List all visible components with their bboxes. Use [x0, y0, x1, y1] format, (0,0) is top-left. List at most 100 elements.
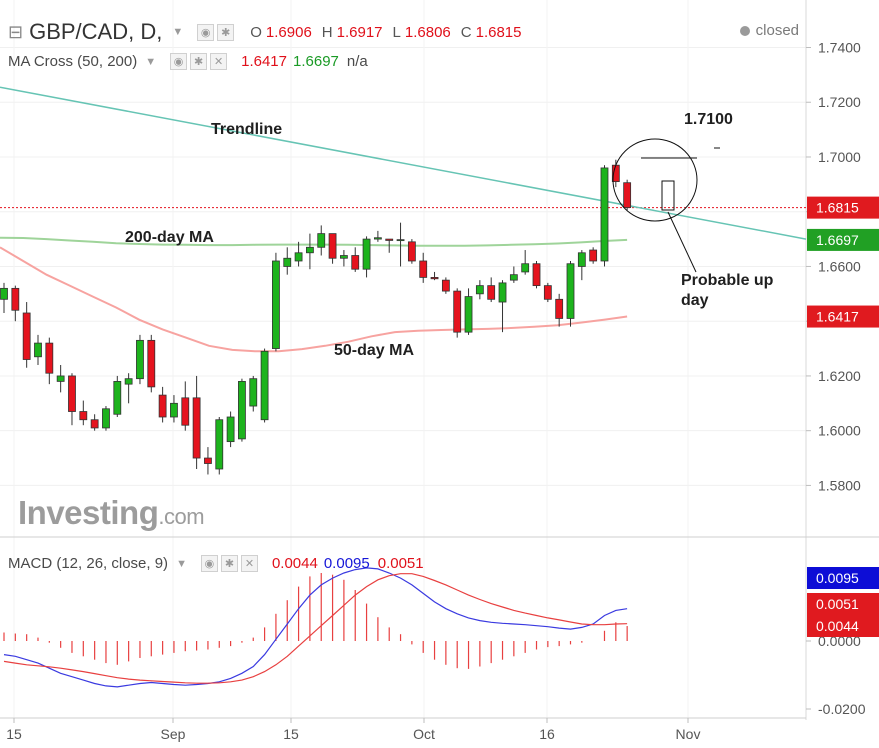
- level-label: 1.7100: [684, 111, 733, 128]
- price-ma50-badge-label: 1.6417: [816, 309, 859, 325]
- macd-hist-value: 0.0044: [271, 555, 318, 572]
- gear-icon[interactable]: ✱: [217, 23, 235, 41]
- status-text: closed: [755, 22, 799, 39]
- macd-legend-title[interactable]: MACD (12, 26, close, 9): [8, 555, 169, 572]
- macd-signal-value: 0.0051: [377, 555, 424, 572]
- macd-line-value: 0.0095: [323, 555, 370, 572]
- ma-legend-title[interactable]: MA Cross (50, 200): [8, 53, 138, 70]
- probable-up-day-label-line2: day: [681, 292, 709, 309]
- candle-body: [294, 252, 303, 262]
- open-label: O: [250, 23, 262, 41]
- low-label: L: [392, 23, 401, 41]
- candle-body: [555, 298, 564, 319]
- candle-body: [215, 419, 224, 470]
- open-value: 1.6906: [265, 23, 312, 41]
- candle-body: [102, 408, 110, 429]
- ma50-value: 1.6417: [241, 53, 287, 70]
- gear-icon[interactable]: ✱: [220, 555, 238, 572]
- gear-icon[interactable]: ✱: [190, 53, 208, 70]
- close-icon[interactable]: ✕: [240, 555, 258, 572]
- symbol-title[interactable]: GBP/CAD, D,: [29, 19, 163, 44]
- symbol-legend: ⊟ GBP/CAD, D, ▼ ◉ ✱ O 1.6906 H 1.6917 L …: [8, 19, 532, 45]
- candle-body: [543, 285, 552, 300]
- price-tick-label: 1.7400: [818, 40, 861, 56]
- probable-up-day-pointer: [667, 211, 697, 273]
- high-value: 1.6917: [336, 23, 383, 41]
- candle-body: [45, 342, 54, 374]
- macd-histogram-badge-label: 0.0044: [816, 618, 859, 634]
- high-label: H: [321, 23, 333, 41]
- chevron-down-icon[interactable]: ▼: [172, 26, 184, 38]
- close-label: C: [460, 23, 472, 41]
- candle-body: [317, 233, 326, 248]
- ma-third-value: n/a: [346, 53, 368, 70]
- candle-body: [192, 397, 201, 459]
- candle-body: [362, 238, 371, 270]
- candle-body: [396, 239, 405, 242]
- candle-body: [441, 279, 450, 292]
- candle-body: [385, 238, 394, 241]
- time-tick-label: 15: [6, 726, 22, 742]
- candle-body: [170, 402, 178, 418]
- candle-body: [306, 246, 314, 254]
- candle-body: [68, 375, 76, 412]
- time-tick-label: 15: [283, 726, 299, 742]
- price-tick-label: 1.6000: [818, 423, 861, 439]
- macd-signal-badge-label: 0.0051: [816, 596, 859, 612]
- macd-macd-badge-label: 0.0095: [816, 570, 859, 586]
- candle-body: [623, 182, 632, 209]
- price-pane: [0, 86, 807, 475]
- price-tick-label: 1.7000: [818, 149, 861, 165]
- signal-line: [3, 573, 628, 684]
- time-tick-label: Nov: [676, 726, 701, 742]
- candle-body: [249, 378, 258, 407]
- price-tick-label: 1.6200: [818, 368, 861, 384]
- ma200-label: 200-day MA: [125, 229, 214, 246]
- candle-body: [113, 381, 122, 415]
- time-axis: 15 Sep 15 Oct 16 Nov: [6, 718, 700, 742]
- macd-histogram-badge: [807, 615, 879, 637]
- candle-body: [136, 339, 144, 380]
- candle-body: [351, 255, 360, 270]
- candle-body: [56, 375, 65, 382]
- annotation-shapes: [612, 138, 720, 273]
- candle-body: [79, 411, 88, 421]
- eye-icon[interactable]: ◉: [170, 53, 188, 70]
- candle-body: [124, 378, 133, 385]
- price-ma50-badge: [807, 305, 879, 328]
- price-tick-label: 1.7200: [818, 94, 861, 110]
- candle-body: [577, 252, 586, 267]
- low-value: 1.6806: [404, 23, 451, 41]
- time-tick-label: 16: [539, 726, 555, 742]
- status-dot-icon: [739, 25, 750, 36]
- trendline-label: Trendline: [211, 121, 283, 138]
- probable-up-day-box: [661, 180, 675, 211]
- macd-line: [3, 567, 628, 688]
- candle-body: [226, 416, 235, 443]
- candle-body: [498, 282, 507, 303]
- price-tick-label: 1.5800: [818, 477, 861, 493]
- eye-icon[interactable]: ◉: [197, 23, 215, 41]
- macd-macd-badge: [807, 567, 879, 589]
- price-ma200-badge-label: 1.6697: [816, 232, 859, 248]
- chevron-down-icon[interactable]: ▼: [145, 55, 157, 68]
- price-tick-label: 1.6600: [818, 258, 861, 274]
- candle-body: [407, 241, 416, 262]
- candle-body: [181, 397, 190, 426]
- candle-body: [419, 260, 428, 278]
- candle-body: [509, 274, 518, 281]
- candle-body: [272, 260, 280, 349]
- macd-pane: [3, 567, 628, 688]
- candle-body: [238, 381, 246, 440]
- price-close-badge: [807, 196, 879, 219]
- chevron-down-icon[interactable]: ▼: [176, 557, 187, 570]
- macd-legend: MACD (12, 26, close, 9) ▼ ◉ ✱ ✕ 0.0044 0…: [8, 555, 434, 572]
- highlight-circle: [612, 138, 698, 222]
- collapse-icon[interactable]: ⊟: [8, 21, 24, 42]
- candle-body: [532, 263, 541, 287]
- candle-body: [589, 249, 598, 262]
- candle-body: [328, 233, 337, 259]
- eye-icon[interactable]: ◉: [200, 555, 218, 572]
- logo-brand: Investing: [18, 494, 159, 531]
- close-icon[interactable]: ✕: [210, 53, 228, 70]
